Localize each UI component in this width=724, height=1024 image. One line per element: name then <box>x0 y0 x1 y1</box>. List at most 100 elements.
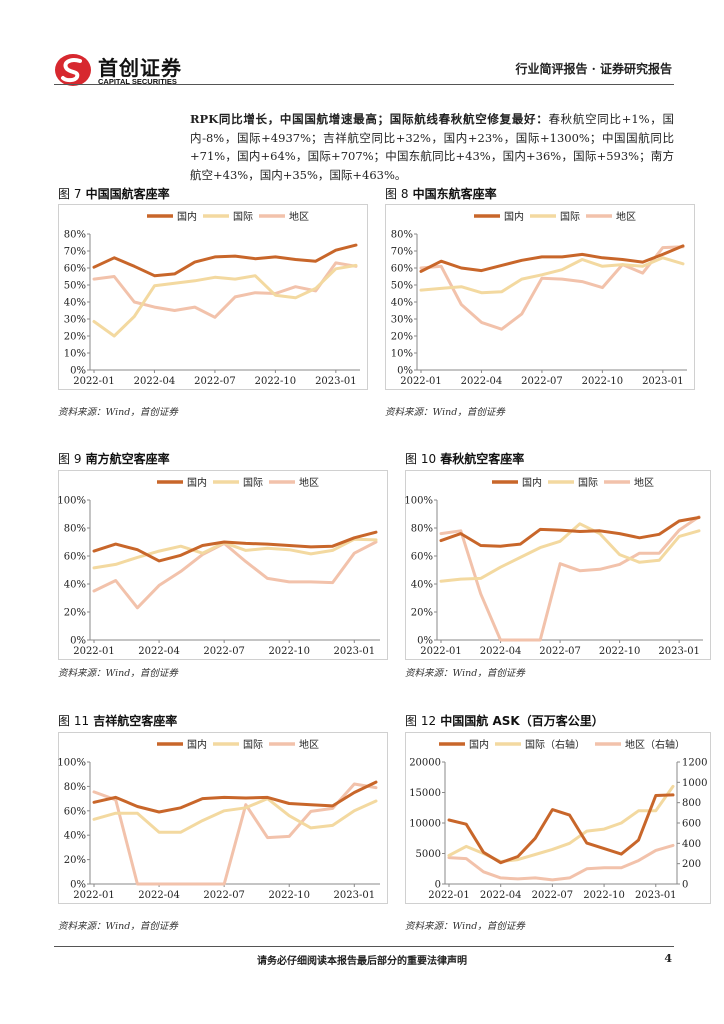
x-tick-label: 2022-01 <box>73 376 115 387</box>
chart-svg: 国内 国际 地区 0% 20% 40% 60% 80% 100% 2022-01 2022-04 20… <box>405 470 711 660</box>
x-tick-label: 2023-01 <box>315 376 357 387</box>
chart-title-text: 春秋航空客座率 <box>440 452 525 466</box>
series-line-international <box>92 537 378 570</box>
y-tick-label: 80% <box>64 524 86 535</box>
y-tick-label: 40% <box>391 298 413 309</box>
series-line-international <box>92 797 378 834</box>
y-tick-label: 20% <box>64 855 86 866</box>
chart-frame <box>385 204 695 390</box>
chart-title: 图 7 中国国航客座率 <box>58 185 170 202</box>
x-tick-label: 2022-01 <box>428 890 470 901</box>
y-tick-label: 40% <box>64 298 86 309</box>
legend-label: 国内 <box>177 210 197 223</box>
x-tick-label: 2022-07 <box>521 376 563 387</box>
intro-text: 春秋航空同比+1%，国内-8%，国际+4937%；吉祥航空同比+32%，国内+2… <box>190 112 674 182</box>
y-tick-label: 60% <box>64 552 86 563</box>
legend-label: 地区 <box>289 210 309 223</box>
footer-disclaimer: 请务必仔细阅读本报告最后部分的重要法律声明 <box>257 956 467 967</box>
chart-frame <box>405 470 711 660</box>
x-tick-label: 2022-01 <box>73 890 115 901</box>
y-tick-label: 100% <box>58 496 86 507</box>
y-tick-label: 0% <box>70 366 86 377</box>
intro-paragraph: RPK同比增长，中国国航增速最高；国际航线春秋航空修复最好：春秋航空同比+1%，… <box>190 110 674 184</box>
y2-tick-label: 1000 <box>682 778 707 789</box>
series-line-domestic <box>439 516 701 548</box>
y2-tick-label: 600 <box>682 819 701 830</box>
chart-title: 图 8 中国东航客座率 <box>385 185 497 202</box>
x-tick-label: 2022-07 <box>194 376 236 387</box>
y-tick-label: 0% <box>417 636 433 647</box>
x-tick-label: 2022-07 <box>539 646 581 657</box>
source-fig12: 资料来源：Wind，首创证券 <box>405 921 525 932</box>
source-fig8: 资料来源：Wind，首创证券 <box>385 407 505 418</box>
chart-fig12: 图 12 中国国航 ASK（百万客公里） 国内 国际（右轴） 地区（右轴） 0 5000… <box>405 712 711 904</box>
x-tick-label: 2022-10 <box>583 890 625 901</box>
series-line-domestic <box>92 243 358 278</box>
chart-fig8: 图 8 中国东航客座率 国内 国际 地区 0% 10% 20% 30% 40% 50% 60% 70… <box>385 185 695 390</box>
y-tick-label: 80% <box>411 524 433 535</box>
legend-label: 地区 <box>616 210 636 223</box>
y-tick-label: 80% <box>64 782 86 793</box>
legend-label: 国际 <box>233 211 253 223</box>
report-type: 行业简评报告 · 证券研究报告 <box>515 62 672 76</box>
chart-fig11: 图 11 吉祥航空客座率 国内 国际 地区 0% 20% 40% 60% 80% 100% 202… <box>58 712 388 904</box>
y-tick-label: 60% <box>391 264 413 275</box>
figure-label: 图 12 <box>405 714 437 728</box>
series-line-regional <box>92 261 358 319</box>
y2-tick-label: 1200 <box>682 758 707 769</box>
y-tick-label: 50% <box>391 281 413 292</box>
y-tick-label: 10% <box>64 349 86 360</box>
chart-frame <box>58 204 368 390</box>
x-tick-label: 2023-01 <box>635 890 677 901</box>
page-number: 4 <box>664 952 672 965</box>
x-tick-label: 2022-07 <box>532 890 574 901</box>
source-fig9: 资料来源：Wind，首创证券 <box>58 668 178 679</box>
figure-label: 图 8 <box>385 187 409 201</box>
series-line-regional <box>419 245 685 331</box>
chart-title: 图 9 南方航空客座率 <box>58 450 170 467</box>
legend-label: 国内 <box>187 738 207 751</box>
y-tick-label: 20% <box>391 332 413 343</box>
y-tick-label: 0% <box>397 366 413 377</box>
source-fig7: 资料来源：Wind，首创证券 <box>58 407 178 418</box>
x-tick-label: 2022-04 <box>138 646 180 657</box>
y-tick-label: 10000 <box>409 819 441 830</box>
source-fig10: 资料来源：Wind，首创证券 <box>405 668 525 679</box>
y-tick-label: 50% <box>64 281 86 292</box>
legend-label: 国内 <box>187 476 207 489</box>
figure-label: 图 7 <box>58 187 82 201</box>
footer-divider <box>54 946 674 947</box>
y-tick-label: 70% <box>64 247 86 258</box>
y2-tick-label: 400 <box>682 839 701 850</box>
x-tick-label: 2022-07 <box>203 646 245 657</box>
y-tick-label: 10% <box>391 349 413 360</box>
legend-label: 国际 <box>243 477 263 489</box>
y-tick-label: 80% <box>64 230 86 241</box>
y-tick-label: 70% <box>391 247 413 258</box>
y-tick-label: 80% <box>391 230 413 241</box>
header-divider <box>54 84 674 85</box>
chart-svg: 国内 国际 地区 0% 10% 20% 30% 40% 50% 60% 70% 80% 2022-01 2… <box>385 204 695 390</box>
y-tick-label: 0 <box>435 880 441 891</box>
y2-tick-label: 0 <box>682 880 688 891</box>
y-tick-label: 20% <box>64 608 86 619</box>
chart-title-text: 中国东航客座率 <box>412 187 497 201</box>
chart-title-text: 南方航空客座率 <box>85 452 170 466</box>
chart-title: 图 11 吉祥航空客座率 <box>58 712 177 729</box>
y-tick-label: 15000 <box>409 788 441 799</box>
legend-label: 国际（右轴） <box>525 738 585 751</box>
y-tick-label: 20000 <box>409 758 441 769</box>
series-line-international <box>92 263 358 338</box>
chart-svg: 国内 国际 地区 0% 20% 40% 60% 80% 100% 2022-01 2022-04 20… <box>58 470 388 660</box>
legend-label: 地区 <box>634 476 654 489</box>
series-line-international <box>439 522 701 583</box>
legend-label: 国内 <box>469 738 489 751</box>
legend-label: 国内 <box>504 210 524 223</box>
source-fig11: 资料来源：Wind，首创证券 <box>58 921 178 932</box>
y2-tick-label: 800 <box>682 798 701 809</box>
figure-label: 图 9 <box>58 452 82 466</box>
chart-title: 图 12 中国国航 ASK（百万客公里） <box>405 712 604 729</box>
chart-svg: 国内 国际（右轴） 地区（右轴） 0 5000 10000 15000 20000 0 200 40… <box>405 732 711 904</box>
intro-lead: RPK同比增长，中国国航增速最高；国际航线春秋航空修复最好： <box>190 112 549 126</box>
figure-label: 图 11 <box>58 714 90 728</box>
